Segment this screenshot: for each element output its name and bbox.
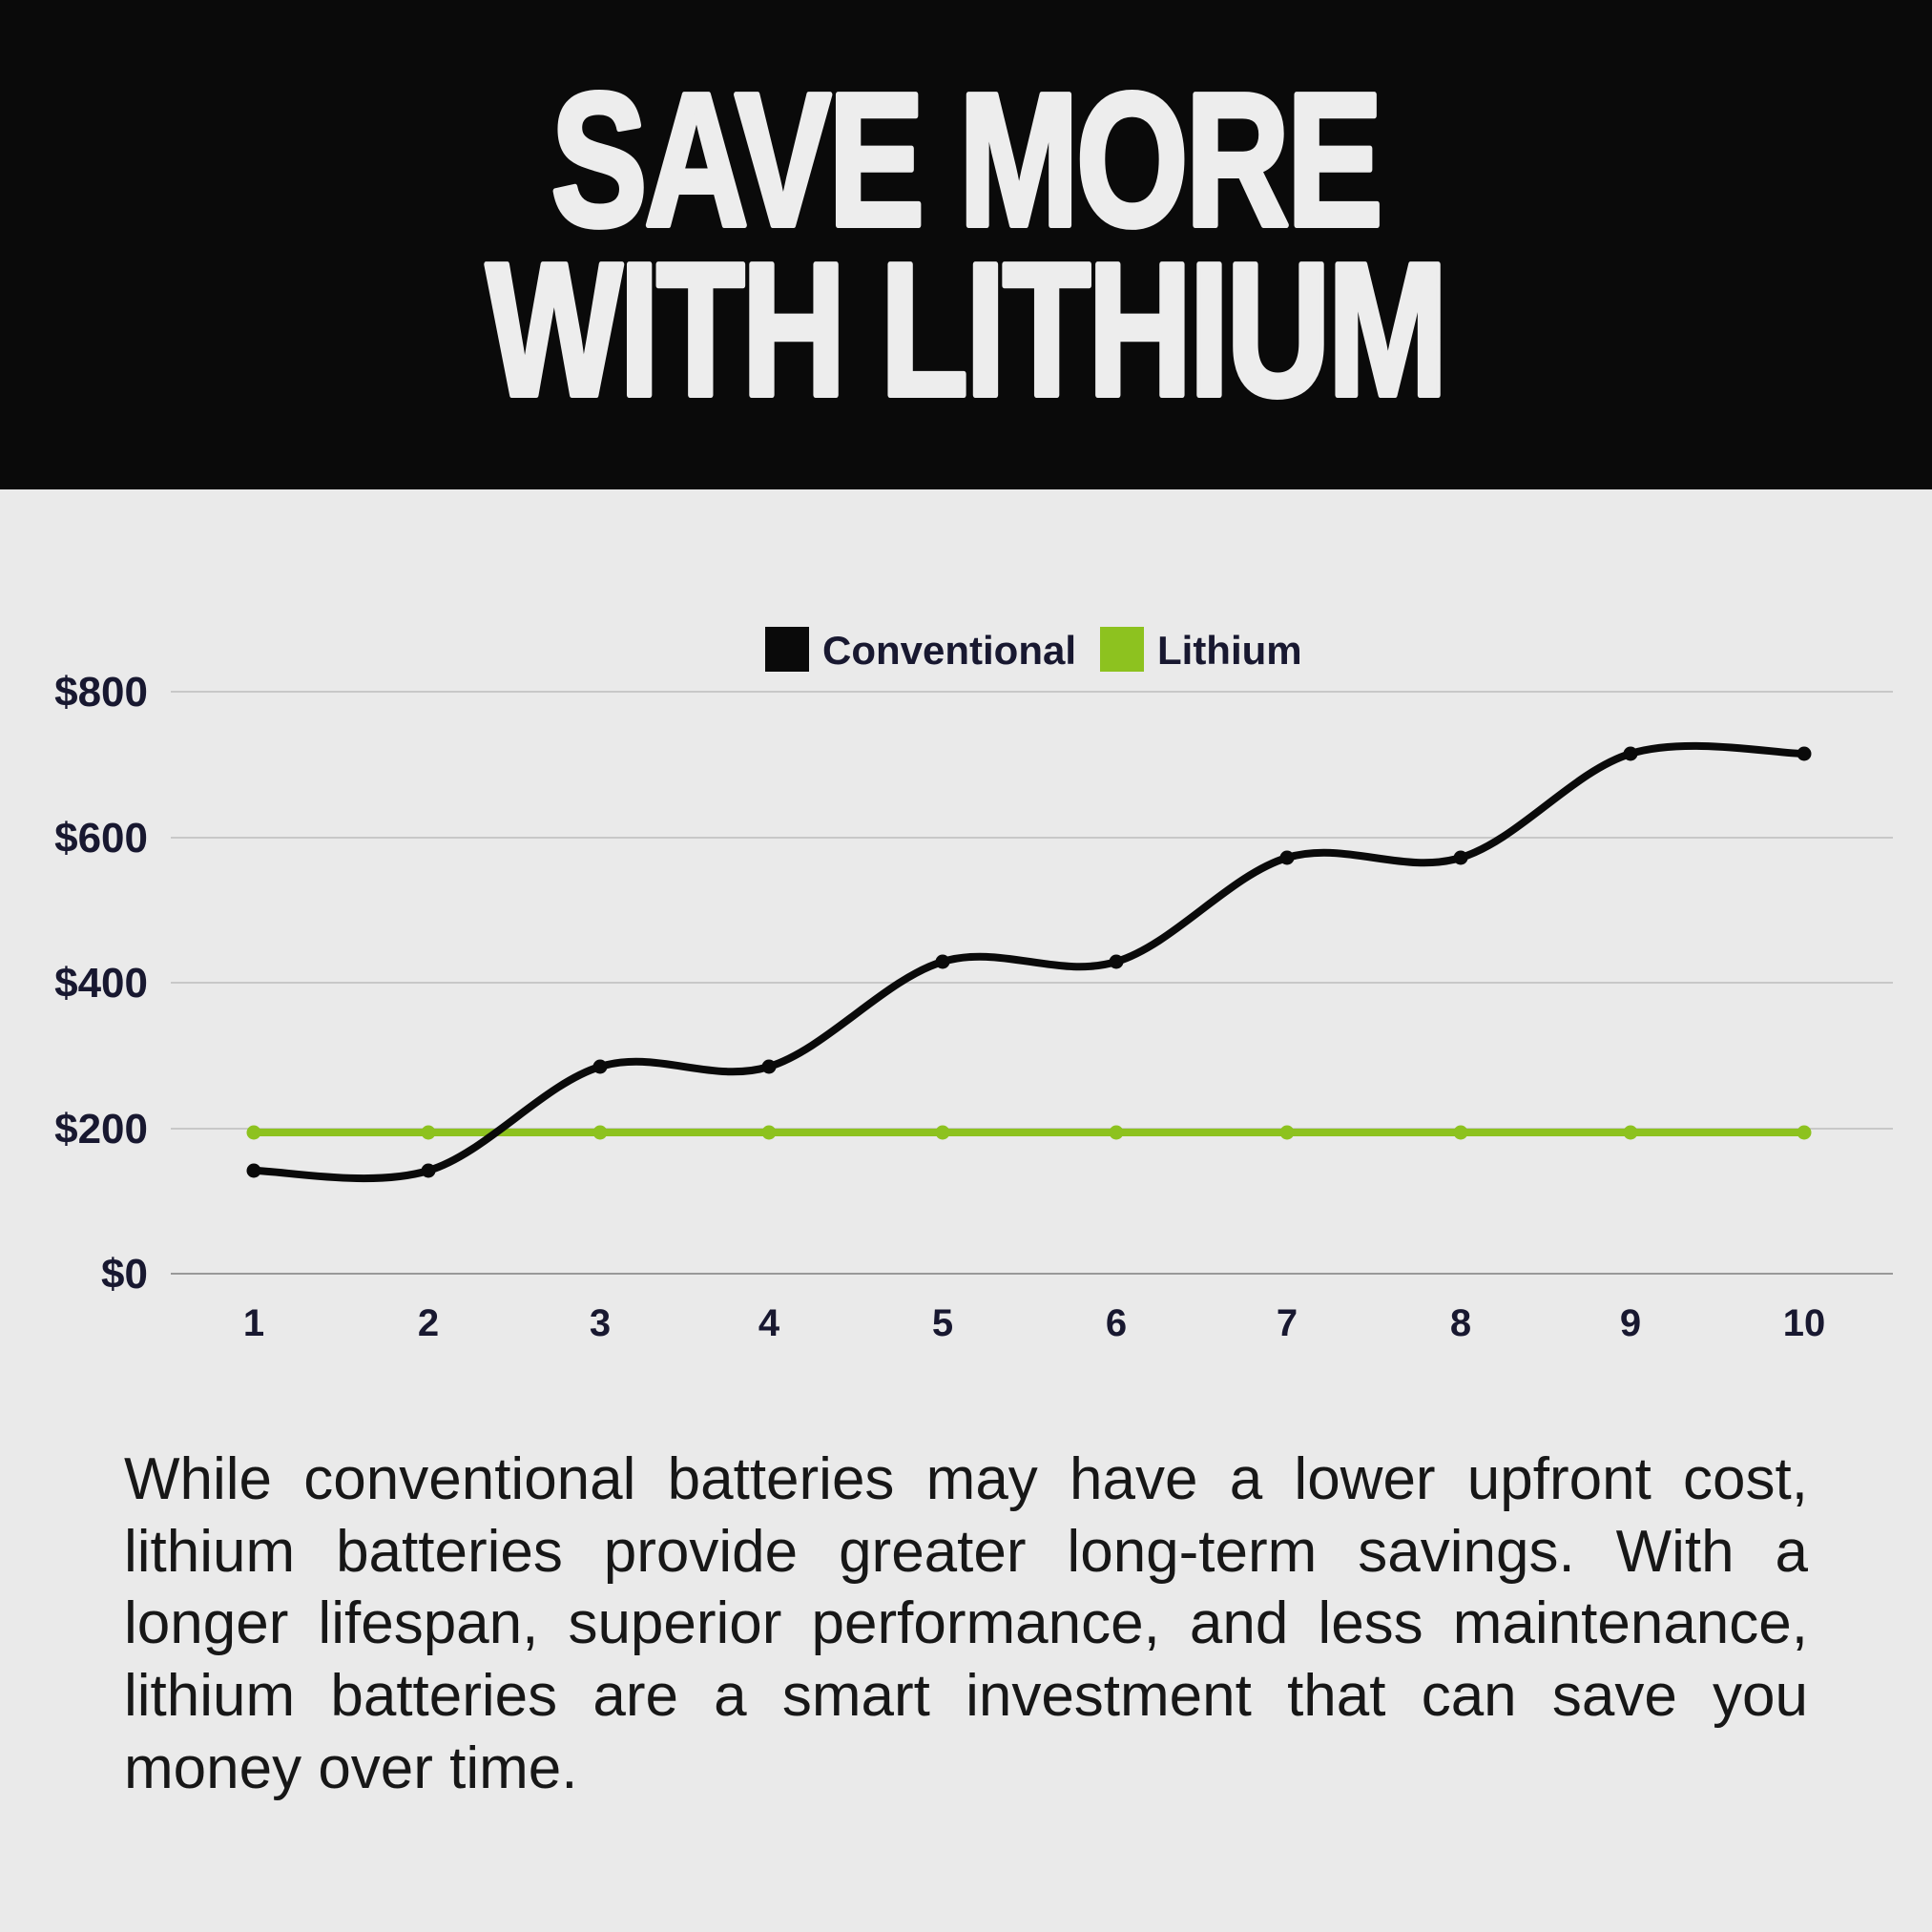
svg-text:Conventional: Conventional	[822, 628, 1076, 673]
svg-text:1: 1	[243, 1302, 264, 1344]
svg-text:$0: $0	[101, 1251, 148, 1298]
svg-text:6: 6	[1106, 1302, 1127, 1344]
svg-text:8: 8	[1450, 1302, 1471, 1344]
svg-text:$400: $400	[54, 960, 148, 1007]
svg-text:5: 5	[932, 1302, 953, 1344]
svg-text:9: 9	[1620, 1302, 1641, 1344]
svg-text:$600: $600	[54, 815, 148, 862]
svg-text:WITH LITHIUM: WITH LITHIUM	[486, 224, 1444, 436]
svg-text:4: 4	[758, 1302, 780, 1344]
svg-text:7: 7	[1277, 1302, 1298, 1344]
svg-text:10: 10	[1783, 1302, 1826, 1344]
svg-text:3: 3	[590, 1302, 611, 1344]
svg-text:2: 2	[418, 1302, 439, 1344]
svg-text:Lithium: Lithium	[1157, 628, 1302, 673]
svg-text:$200: $200	[54, 1106, 148, 1153]
svg-text:$800: $800	[54, 669, 148, 716]
